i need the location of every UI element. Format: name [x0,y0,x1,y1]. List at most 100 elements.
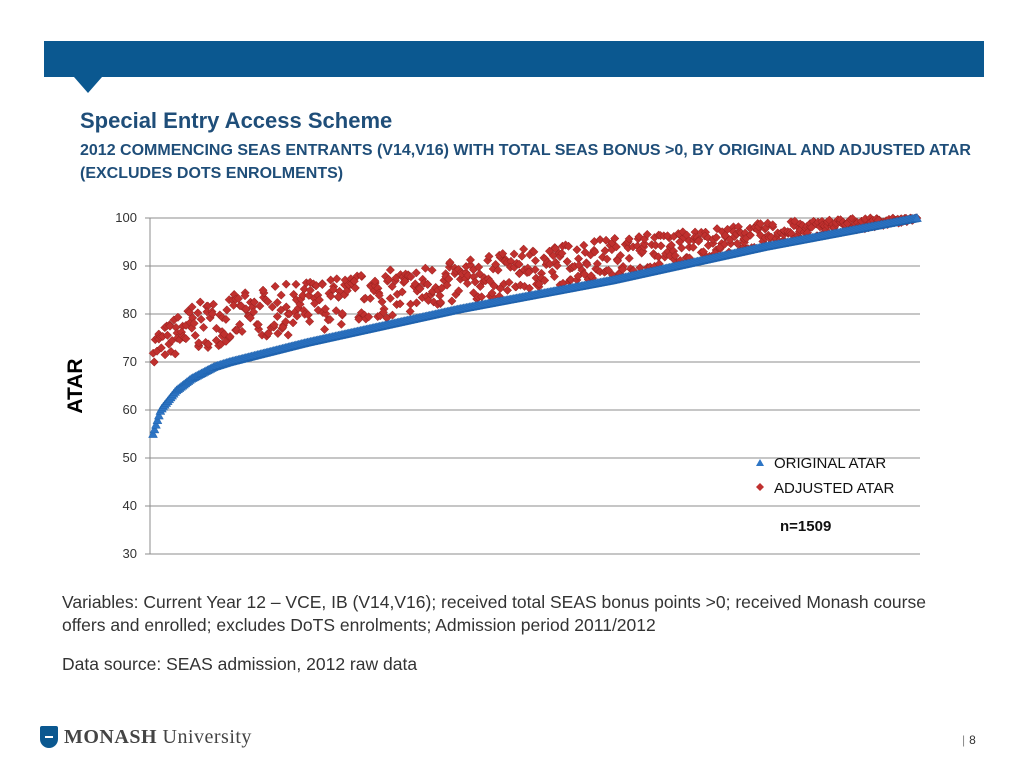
adjusted-atar-point [662,231,673,241]
adjusted-atar-point [364,312,374,322]
adjusted-atar-point [162,330,172,340]
y-tick-label: 50 [123,450,137,465]
adjusted-atar-point [253,320,263,330]
adjusted-atar-point [634,232,644,242]
scatter-chart: 30 40 50 60 70 80 90 100 ATAR ORIGINAL ATAR ADJ… [64,210,922,561]
adjusted-atar-point [281,279,291,289]
adjusted-atar-point [484,251,494,261]
adjusted-atar-point [332,274,342,284]
adjusted-atar-point [187,302,197,312]
adjusted-atar-point [711,232,721,242]
adjusted-atar-point [579,240,589,250]
adjusted-atar-point [173,312,183,322]
adjusted-atar-point [412,298,422,308]
adjusted-atar-point [582,259,592,270]
variables-note: Variables: Current Year 12 – VCE, IB (V1… [62,592,926,635]
adjusted-atar-point [763,218,773,228]
shield-icon [40,726,58,748]
adjusted-atar-point [639,239,649,249]
adjusted-atar-point [602,254,612,264]
adjusted-atar-point [249,297,259,307]
adjusted-atar-point [305,285,315,295]
adjusted-atar-point [314,295,324,305]
adjusted-atar-point [579,269,590,279]
original-atar-point [154,410,164,420]
axes [149,218,920,555]
adjusted-atar-point [245,313,255,323]
adjusted-atar-point [304,290,314,301]
y-tick-label: 70 [123,354,137,369]
page-title: Special Entry Access Scheme [80,108,393,133]
adjusted-atar-point [572,245,582,255]
adjusted-atar-point [203,339,213,349]
y-tick-label: 60 [123,402,137,417]
adjusted-atar-point [504,277,514,287]
adjusted-atar-point [365,293,375,303]
adjusted-atar-point [405,306,415,316]
adjusted-atar-point [229,300,239,310]
adjusted-atar-point [291,279,301,289]
adjusted-atar-point [288,318,298,328]
adjusted-atar-point [529,247,539,257]
adjusted-atar-point [514,259,524,269]
adjusted-atar-point [208,299,218,309]
adjusted-atar-point [295,299,305,309]
banner-notch [74,77,102,93]
adjusted-atar-point [549,272,559,282]
adjusted-atar-point [732,238,742,248]
y-tick-label: 30 [123,546,137,561]
adjusted-atar-point [462,278,472,289]
adjusted-atar-point [195,297,205,307]
adjusted-atar-point [397,287,407,297]
adjusted-atar-point [615,250,626,260]
adjusted-atar-point [530,265,540,275]
legend-item-adjusted: ADJUSTED ATAR [756,480,894,497]
adjusted-atar-point [160,350,170,360]
adjusted-atar-point [232,325,242,335]
adjusted-atar-point [337,308,347,319]
adjusted-atar-point [603,265,614,275]
adjusted-atar-point [552,261,562,271]
adjusted-atar-point [562,256,572,267]
adjusted-atar-point [429,297,439,307]
adjusted-atar-point [222,305,232,315]
adjusted-atar-point [720,230,730,241]
adjusted-atar-point [502,285,513,295]
adjusted-atar-point [331,306,341,316]
adjusted-atar-point [149,357,159,367]
adjusted-atar-point [387,281,397,291]
adjusted-atar-point [678,227,688,237]
adjusted-atar-point [328,284,338,295]
adjusted-atar-point [445,257,455,267]
adjusted-atar-point [269,320,279,330]
adjusted-atar-point [557,248,567,258]
chart-legend: ORIGINAL ATAR ADJUSTED ATAR [756,455,894,497]
adjusted-atar-point [283,330,293,340]
adjusted-atar-point [509,249,519,259]
adjusted-atar-point [517,251,527,261]
adjusted-atar-point [235,319,245,330]
adjusted-atar-point [454,286,464,296]
legend-marker-original [756,459,764,466]
original-atar-point [149,424,160,434]
y-tick-label: 40 [123,498,137,513]
y-tick-label: 100 [115,210,137,225]
adjusted-atar-point [610,233,620,244]
adjusted-atar-point [642,229,652,239]
legend-item-original: ORIGINAL ATAR [756,455,886,472]
adjusted-atar-point [207,309,217,319]
adjusted-atar-point [693,236,704,246]
adjusted-atar-point [298,290,308,300]
adjusted-atar-point [745,230,755,240]
adjusted-atar-point [406,272,416,282]
adjusted-atar-point [272,297,282,308]
page-separator: | [962,733,966,747]
adjusted-atar-point [267,302,277,312]
sample-size-annotation: n=1509 [780,518,831,535]
adjusted-atar-point [688,242,698,252]
adjusted-atar-point [411,268,421,278]
adjusted-atar-point [384,274,394,285]
adjusted-atar-point [470,277,480,287]
adjusted-atar-point [326,291,336,301]
page-number: | 8 [962,733,976,747]
